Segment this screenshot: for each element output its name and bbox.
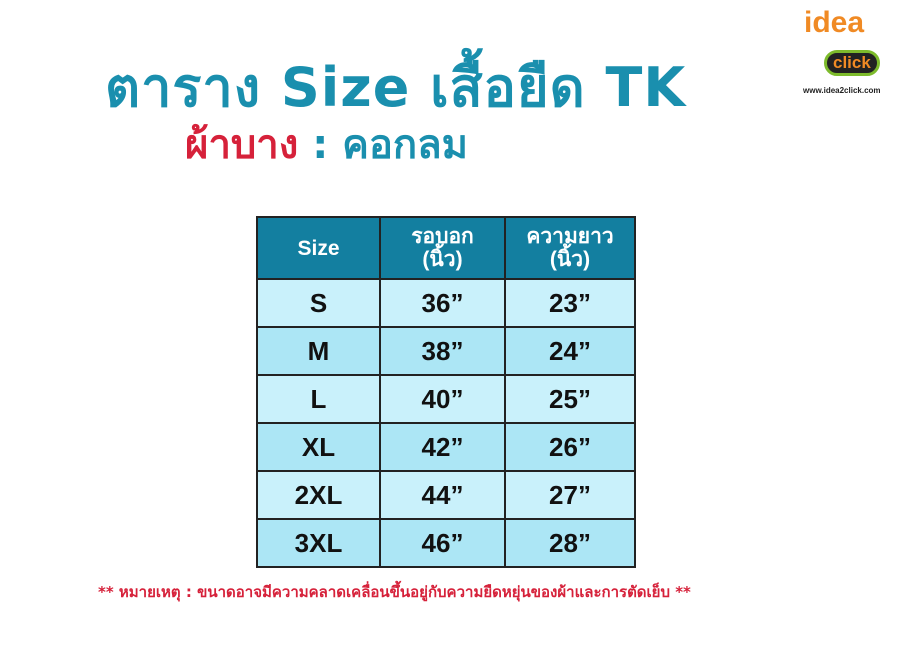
table-row: 2XL 44” 27” bbox=[256, 470, 636, 520]
logo-click: click bbox=[824, 50, 880, 76]
cell-size: 2XL bbox=[256, 470, 381, 520]
cell-chest: 36” bbox=[379, 278, 506, 328]
separator: : bbox=[298, 122, 343, 168]
table-row: L 40” 25” bbox=[256, 374, 636, 424]
cell-length: 28” bbox=[504, 518, 636, 568]
logo-idea: idea bbox=[804, 6, 865, 39]
cell-size: M bbox=[256, 326, 381, 376]
cell-size: 3XL bbox=[256, 518, 381, 568]
header-row: Size รอบอก (นิ้ว) ความยาว (นิ้ว) bbox=[256, 216, 636, 280]
header-length: ความยาว (นิ้ว) bbox=[504, 216, 636, 280]
cell-length: 25” bbox=[504, 374, 636, 424]
footnote: ** หมายเหตุ : ขนาดอาจมีความคลาดเคลื่อนขึ… bbox=[98, 583, 691, 601]
logo-url: www.idea2click.com bbox=[803, 86, 881, 95]
subtitle: ผ้าบาง : คอกลม bbox=[185, 112, 468, 176]
page-title: ตาราง Size เสื้อยืด TK bbox=[105, 56, 687, 119]
cell-chest: 40” bbox=[379, 374, 506, 424]
header-size: Size bbox=[256, 216, 381, 280]
cell-chest: 46” bbox=[379, 518, 506, 568]
cell-size: L bbox=[256, 374, 381, 424]
table-row: XL 42” 26” bbox=[256, 422, 636, 472]
header-chest: รอบอก (นิ้ว) bbox=[379, 216, 506, 280]
cell-size: S bbox=[256, 278, 381, 328]
size-table: Size รอบอก (นิ้ว) ความยาว (นิ้ว) S 36” 23” M 3… bbox=[256, 216, 636, 568]
cell-size: XL bbox=[256, 422, 381, 472]
cell-length: 27” bbox=[504, 470, 636, 520]
fabric-label: ผ้าบาง bbox=[185, 122, 299, 168]
cell-length: 23” bbox=[504, 278, 636, 328]
table-row: S 36” 23” bbox=[256, 278, 636, 328]
collar-label: คอกลม bbox=[342, 122, 469, 168]
table-row: M 38” 24” bbox=[256, 326, 636, 376]
idea2click-logo: idea click www.idea2click.com bbox=[800, 6, 885, 96]
table-row: 3XL 46” 28” bbox=[256, 518, 636, 568]
cell-length: 26” bbox=[504, 422, 636, 472]
cell-chest: 38” bbox=[379, 326, 506, 376]
cell-chest: 42” bbox=[379, 422, 506, 472]
cell-length: 24” bbox=[504, 326, 636, 376]
cell-chest: 44” bbox=[379, 470, 506, 520]
